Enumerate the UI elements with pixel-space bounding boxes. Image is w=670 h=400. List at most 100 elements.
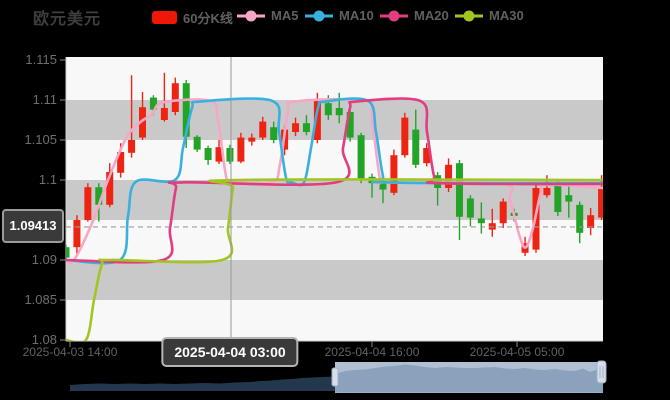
candle-body xyxy=(324,103,332,116)
candle-body xyxy=(139,107,147,138)
candle[interactable] xyxy=(204,145,212,165)
candle[interactable] xyxy=(499,198,507,228)
candle[interactable] xyxy=(73,215,81,256)
candle-body xyxy=(499,201,507,224)
candle[interactable] xyxy=(139,92,147,140)
ma-line-dot-icon xyxy=(305,10,333,21)
candle[interactable] xyxy=(357,132,365,184)
grid-band xyxy=(66,100,603,140)
candle-body xyxy=(543,188,551,196)
candle-body xyxy=(576,204,584,233)
candle[interactable] xyxy=(63,244,70,260)
candle[interactable] xyxy=(215,140,223,164)
candle[interactable] xyxy=(237,132,245,164)
ma-line-MA10 xyxy=(66,97,603,265)
current-price-tag: 1.09413 xyxy=(2,209,64,243)
candle[interactable] xyxy=(128,75,136,158)
candle[interactable] xyxy=(587,208,595,236)
candle-body xyxy=(357,135,365,180)
candle[interactable] xyxy=(390,149,398,196)
candle-body xyxy=(477,218,485,224)
legend: 60分K线 MA5 MA10 MA20 MA30 xyxy=(0,0,670,30)
candle-body xyxy=(128,140,136,153)
candle-body xyxy=(379,183,387,190)
legend-item-MA10[interactable]: MA10 xyxy=(305,8,374,23)
candle-body xyxy=(171,83,179,112)
navigator-series-selected xyxy=(335,364,603,393)
candle-body xyxy=(160,108,168,120)
crosshair-tooltip: 2025-04-04 03:00 xyxy=(161,337,299,367)
ma-lines-layer xyxy=(66,97,603,341)
candle-body xyxy=(106,172,114,205)
candle-body xyxy=(445,164,453,188)
candle[interactable] xyxy=(106,163,114,208)
candle[interactable] xyxy=(466,195,474,227)
navigator-right-handle[interactable] xyxy=(596,360,607,384)
legend-label: MA30 xyxy=(489,8,524,23)
ma-line-MA30 xyxy=(66,178,603,341)
candle[interactable] xyxy=(171,77,179,116)
candle[interactable] xyxy=(554,181,562,216)
y-axis-label: 1.1 xyxy=(38,172,57,187)
candle-body xyxy=(598,188,603,218)
y-axis-label: 1.105 xyxy=(24,132,57,147)
navigator-left-handle[interactable] xyxy=(331,367,339,387)
candle[interactable] xyxy=(248,133,256,146)
candle-body xyxy=(117,152,125,173)
candle-body xyxy=(248,137,256,142)
candle[interactable] xyxy=(445,158,453,192)
navigator[interactable] xyxy=(70,360,607,393)
y-axis-label: 1.085 xyxy=(24,292,57,307)
candle[interactable] xyxy=(576,201,584,244)
candle[interactable] xyxy=(313,92,321,144)
candle[interactable] xyxy=(292,117,300,136)
legend-item-MA5[interactable]: MA5 xyxy=(237,8,298,23)
candle[interactable] xyxy=(379,180,387,204)
navigator-series-dim xyxy=(70,376,335,391)
y-axis-label: 1.08 xyxy=(31,332,57,347)
candle[interactable] xyxy=(423,143,431,167)
legend-label: 60分K线 xyxy=(183,11,233,26)
x-axis-label: 2025-04-05 05:00 xyxy=(469,345,565,359)
candle[interactable] xyxy=(270,121,278,144)
candle-body xyxy=(335,108,343,116)
y-axis-label: 1.115 xyxy=(25,52,57,67)
ma-line-dot-icon xyxy=(455,10,483,21)
candle-body xyxy=(455,163,463,217)
grid-band xyxy=(66,260,603,300)
candle-body xyxy=(215,147,223,162)
candle[interactable] xyxy=(335,92,343,124)
candle[interactable] xyxy=(412,109,420,168)
y-axis-label: 1.11 xyxy=(32,92,57,107)
legend-item-MA30[interactable]: MA30 xyxy=(455,8,524,23)
page-title: 欧元美元 xyxy=(33,11,102,28)
candle[interactable] xyxy=(401,112,409,158)
candle[interactable] xyxy=(455,160,463,240)
candle-body xyxy=(412,129,420,165)
ma-line-dot-icon xyxy=(380,10,408,21)
candle[interactable] xyxy=(259,116,267,140)
candle-body xyxy=(204,148,212,160)
legend-label: MA10 xyxy=(339,8,374,23)
candle[interactable] xyxy=(302,115,310,136)
candle[interactable] xyxy=(193,135,201,152)
candle-body xyxy=(182,83,190,137)
candle-body xyxy=(226,148,234,162)
candle[interactable] xyxy=(565,184,573,218)
candle-body xyxy=(73,220,81,248)
candle-body xyxy=(313,100,321,140)
candle-body xyxy=(66,247,70,258)
legend-item-60分K线[interactable]: 60分K线 xyxy=(152,8,233,27)
candle-body xyxy=(84,187,92,220)
candle[interactable] xyxy=(84,183,92,222)
candle-body xyxy=(390,155,398,193)
legend-label: MA20 xyxy=(414,8,449,23)
candle[interactable] xyxy=(226,144,234,164)
candle[interactable] xyxy=(346,109,354,142)
candle-body xyxy=(587,215,595,228)
legend-item-MA20[interactable]: MA20 xyxy=(380,8,449,23)
candle[interactable] xyxy=(160,72,168,122)
candle[interactable] xyxy=(477,202,485,234)
